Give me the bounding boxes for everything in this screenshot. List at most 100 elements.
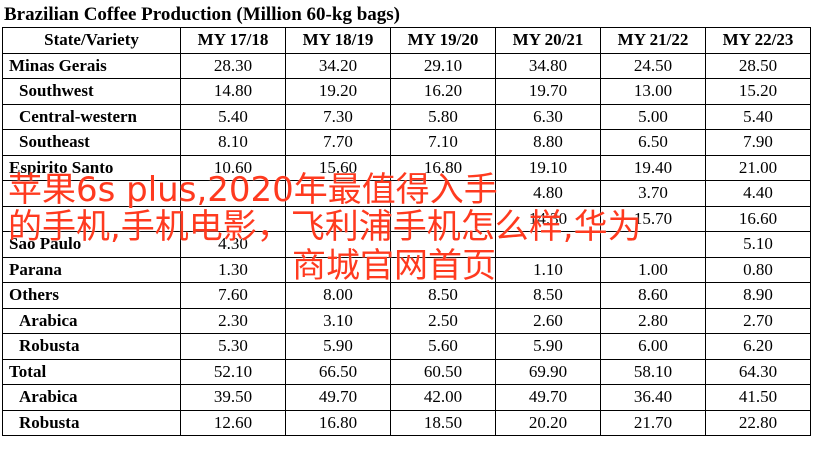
cell-value: 6.20	[705, 333, 811, 360]
cell-value	[180, 205, 286, 232]
header-my-19-20: MY 19/20	[390, 27, 496, 54]
table-row: Parana 1.30 1.10 1.00 0.80	[2, 256, 811, 283]
cell-value: 16.80	[390, 154, 496, 181]
cell-value: 19.70	[495, 78, 601, 105]
cell-value: 66.50	[285, 358, 391, 385]
cell-value: 7.60	[180, 282, 286, 309]
row-label: Robusta	[2, 409, 181, 436]
cell-value: 8.80	[495, 129, 601, 156]
cell-value: 60.50	[390, 358, 496, 385]
cell-value	[285, 231, 391, 258]
cell-value	[390, 256, 496, 283]
cell-value: 4.80	[495, 180, 601, 207]
cell-value: 7.10	[390, 129, 496, 156]
row-label: Minas Gerais	[2, 52, 181, 79]
cell-value	[285, 180, 391, 207]
cell-value: 15.60	[285, 154, 391, 181]
cell-value: 8.10	[180, 129, 286, 156]
production-table: State/Variety MY 17/18 MY 18/19 MY 19/20…	[2, 27, 811, 436]
cell-value: 36.40	[600, 384, 706, 411]
cell-value: 20.20	[495, 409, 601, 436]
cell-value: 19.20	[285, 78, 391, 105]
cell-value: 2.30	[180, 307, 286, 334]
table-body: Minas Gerais 28.30 34.20 29.10 34.80 24.50 28.…	[2, 52, 811, 436]
cell-value: 58.10	[600, 358, 706, 385]
cell-value: 21.70	[600, 409, 706, 436]
cell-value: 12.60	[180, 409, 286, 436]
table-row: Arabica 2.30 3.10 2.50 2.60 2.80 2.70	[2, 307, 811, 334]
cell-value	[180, 180, 286, 207]
row-label: Arabica	[2, 384, 181, 411]
cell-value: 6.30	[495, 103, 601, 130]
cell-value: 21.00	[705, 154, 811, 181]
cell-value: 34.80	[495, 52, 601, 79]
header-my-21-22: MY 21/22	[600, 27, 706, 54]
cell-value: 19.40	[600, 154, 706, 181]
cell-value: 15.70	[600, 205, 706, 232]
table-row: 14.30 15.70 16.60	[2, 205, 811, 232]
cell-value: 1.00	[600, 256, 706, 283]
cell-value: 24.50	[600, 52, 706, 79]
cell-value: 5.80	[390, 103, 496, 130]
header-my-17-18: MY 17/18	[180, 27, 286, 54]
table-title: Brazilian Coffee Production (Million 60-…	[4, 4, 400, 25]
cell-value: 5.90	[495, 333, 601, 360]
cell-value: 5.00	[600, 103, 706, 130]
cell-value	[495, 231, 601, 258]
cell-value: 34.20	[285, 52, 391, 79]
cell-value: 8.90	[705, 282, 811, 309]
cell-value: 6.50	[600, 129, 706, 156]
header-my-18-19: MY 18/19	[285, 27, 391, 54]
table-row: Robusta 5.30 5.90 5.60 5.90 6.00 6.20	[2, 333, 811, 360]
cell-value: 2.60	[495, 307, 601, 334]
cell-value: 8.50	[495, 282, 601, 309]
cell-value: 3.10	[285, 307, 391, 334]
row-label	[2, 205, 181, 232]
cell-value: 16.80	[285, 409, 391, 436]
row-label: Sao Paulo	[2, 231, 181, 258]
cell-value	[390, 180, 496, 207]
row-label: Others	[2, 282, 181, 309]
header-my-22-23: MY 22/23	[705, 27, 811, 54]
cell-value: 8.00	[285, 282, 391, 309]
row-label: Total	[2, 358, 181, 385]
cell-value: 69.90	[495, 358, 601, 385]
cell-value: 49.70	[495, 384, 601, 411]
row-label: Southeast	[2, 129, 181, 156]
cell-value: 5.60	[390, 333, 496, 360]
cell-value: 0.80	[705, 256, 811, 283]
cell-value: 2.80	[600, 307, 706, 334]
cell-value: 4.30	[180, 231, 286, 258]
header-row: State/Variety MY 17/18 MY 18/19 MY 19/20…	[2, 27, 811, 54]
cell-value: 7.70	[285, 129, 391, 156]
cell-value: 5.40	[180, 103, 286, 130]
cell-value: 19.10	[495, 154, 601, 181]
row-label: Parana	[2, 256, 181, 283]
cell-value: 6.00	[600, 333, 706, 360]
cell-value	[285, 256, 391, 283]
table-row: Total 52.10 66.50 60.50 69.90 58.10 64.30	[2, 358, 811, 385]
row-label: Robusta	[2, 333, 181, 360]
cell-value: 5.30	[180, 333, 286, 360]
cell-value: 7.90	[705, 129, 811, 156]
cell-value: 42.00	[390, 384, 496, 411]
cell-value: 39.50	[180, 384, 286, 411]
table-row: 4.80 3.70 4.40	[2, 180, 811, 207]
cell-value: 29.10	[390, 52, 496, 79]
cell-value: 5.40	[705, 103, 811, 130]
cell-value: 2.50	[390, 307, 496, 334]
cell-value: 18.50	[390, 409, 496, 436]
cell-value: 28.50	[705, 52, 811, 79]
table-row: Minas Gerais 28.30 34.20 29.10 34.80 24.50 28.…	[2, 52, 811, 79]
cell-value: 8.60	[600, 282, 706, 309]
cell-value: 14.80	[180, 78, 286, 105]
table-row: Arabica 39.50 49.70 42.00 49.70 36.40 41.50	[2, 384, 811, 411]
cell-value: 14.30	[495, 205, 601, 232]
row-label	[2, 180, 181, 207]
cell-value: 52.10	[180, 358, 286, 385]
cell-value	[285, 205, 391, 232]
cell-value: 15.20	[705, 78, 811, 105]
table-row: Southeast 8.10 7.70 7.10 8.80 6.50 7.90	[2, 129, 811, 156]
cell-value: 3.70	[600, 180, 706, 207]
header-my-20-21: MY 20/21	[495, 27, 601, 54]
